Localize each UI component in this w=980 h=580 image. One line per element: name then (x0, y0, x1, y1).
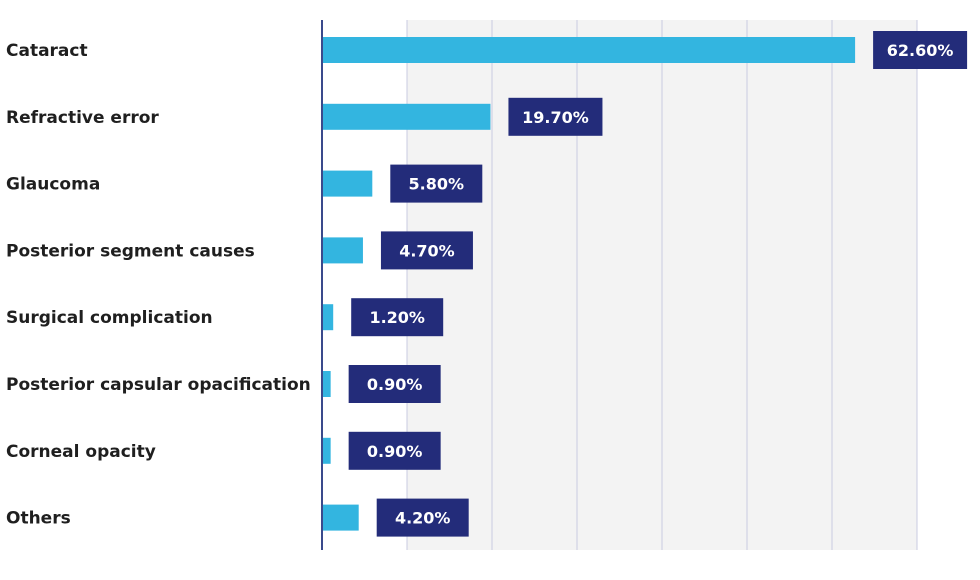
category-labels-group: Cataract Refractive error Glaucoma Posterio… (6, 41, 311, 529)
bar (323, 170, 373, 197)
value-label: 4.20% (395, 509, 451, 528)
bar (323, 371, 331, 397)
value-label: 19.70% (522, 108, 589, 127)
value-label-box (348, 365, 441, 403)
bar (323, 237, 363, 264)
value-label-box (348, 431, 441, 470)
value-label-box (508, 97, 603, 136)
value-label-box (376, 498, 469, 537)
value-label: 5.80% (409, 175, 465, 194)
bar (323, 504, 359, 531)
value-label-box (390, 164, 483, 203)
value-label: 0.90% (367, 375, 423, 394)
category-label: Refractive error (6, 108, 159, 128)
category-label: Glaucoma (6, 175, 100, 195)
value-label-box (351, 298, 444, 337)
category-label: Surgical complication (6, 308, 213, 328)
value-label-box (380, 231, 473, 270)
category-label: Others (6, 509, 71, 529)
bars-group: 62.60% 19.70% 5.80% 4.70% 1.20% 0.90% 0.90% 4.2… (323, 31, 968, 537)
bar (323, 37, 856, 63)
value-label: 0.90% (367, 442, 423, 461)
bar (323, 437, 331, 464)
bar (323, 103, 491, 130)
category-label: Posterior segment causes (6, 241, 255, 261)
category-label: Cataract (6, 41, 88, 61)
value-label: 4.70% (399, 241, 455, 260)
value-label: 1.20% (369, 308, 425, 327)
value-label: 62.60% (887, 41, 954, 60)
category-label: Corneal opacity (6, 442, 156, 462)
value-label-box (873, 31, 968, 69)
category-label: Posterior capsular opacification (6, 375, 311, 395)
bar (323, 304, 334, 331)
